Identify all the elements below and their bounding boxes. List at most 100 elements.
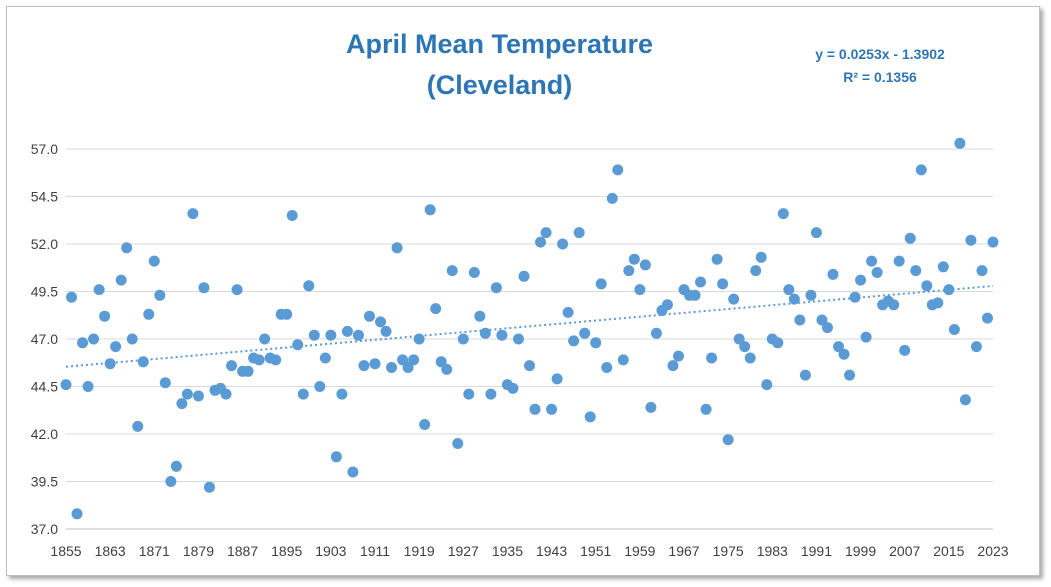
data-point: [380, 325, 392, 337]
x-tick-label: 1871: [139, 543, 170, 559]
data-point: [159, 377, 171, 389]
data-point: [88, 333, 100, 345]
data-point: [99, 310, 111, 322]
trendline-layer: [65, 284, 994, 368]
data-point: [827, 268, 839, 280]
x-tick-label: 1863: [95, 543, 126, 559]
data-point: [71, 508, 83, 520]
data-point: [181, 388, 193, 400]
data-point: [816, 314, 828, 326]
data-point: [430, 303, 442, 315]
data-point: [231, 284, 243, 296]
y-tick-label: 49.5: [31, 284, 58, 300]
data-point: [358, 360, 370, 372]
x-tick-label: 1855: [50, 543, 81, 559]
data-point: [479, 327, 491, 339]
data-point: [375, 316, 387, 328]
data-point: [192, 390, 204, 402]
data-point: [672, 350, 684, 362]
grid-lines: [66, 148, 993, 482]
data-point: [424, 204, 436, 216]
data-point: [799, 369, 811, 381]
data-point: [805, 289, 817, 301]
data-point: [987, 236, 999, 248]
data-point: [391, 242, 403, 254]
x-tick-label: 1967: [668, 543, 699, 559]
data-point: [855, 274, 867, 286]
data-point: [838, 348, 850, 360]
data-point: [540, 227, 552, 239]
data-point: [590, 337, 602, 349]
data-point: [783, 284, 795, 296]
data-point: [833, 341, 844, 353]
data-point: [755, 251, 767, 263]
data-point: [319, 352, 331, 364]
data-point: [772, 337, 784, 349]
data-point: [60, 379, 72, 391]
data-point: [187, 208, 199, 220]
data-point: [220, 388, 232, 400]
data-point: [954, 137, 966, 149]
data-point: [518, 270, 530, 282]
data-point: [292, 339, 304, 351]
data-point: [628, 253, 640, 265]
x-tick-label: 1935: [492, 543, 523, 559]
x-tick-label: 1919: [404, 543, 435, 559]
data-point: [352, 329, 364, 341]
data-point: [689, 289, 701, 301]
data-point: [203, 481, 215, 493]
data-point: [733, 333, 745, 345]
x-tick-label: 1911: [360, 543, 390, 559]
chart-title-line1: April Mean Temperature: [345, 29, 654, 59]
data-point: [242, 365, 254, 377]
trendline-r-squared: R² = 0.1356: [843, 69, 917, 85]
data-point: [976, 265, 988, 277]
chart-title-line2: (Cleveland): [426, 70, 573, 100]
data-point: [286, 210, 298, 221]
data-point: [512, 333, 524, 345]
data-point: [645, 401, 657, 413]
data-point: [93, 284, 105, 296]
data-point: [446, 265, 458, 277]
data-point: [435, 356, 447, 368]
data-point: [557, 238, 569, 250]
data-point: [126, 333, 138, 345]
data-point: [496, 329, 508, 341]
y-tick-label: 54.5: [31, 189, 58, 205]
data-point: [639, 259, 651, 271]
x-tick-label: 1903: [315, 543, 346, 559]
data-point: [546, 403, 558, 415]
x-tick-label: 2023: [977, 543, 1008, 559]
x-tick-label: 1991: [801, 543, 832, 559]
data-point: [959, 394, 971, 406]
data-point: [77, 337, 89, 349]
x-tick-label: 1959: [624, 543, 655, 559]
data-point: [468, 267, 480, 278]
data-point: [341, 325, 353, 337]
data-point: [777, 208, 789, 220]
data-point: [932, 297, 944, 309]
data-point: [314, 381, 326, 392]
data-point: [970, 341, 982, 353]
data-point: [761, 379, 773, 391]
data-point: [369, 358, 381, 370]
data-point: [198, 282, 210, 294]
y-tick-label: 44.5: [31, 379, 58, 395]
data-point: [402, 362, 414, 373]
data-point: [634, 284, 646, 296]
data-point: [871, 267, 883, 278]
data-point: [110, 341, 122, 353]
x-tick-label: 1927: [448, 543, 479, 559]
data-point: [650, 327, 662, 339]
data-point: [524, 360, 535, 372]
data-point: [165, 476, 177, 487]
data-point: [474, 310, 486, 322]
data-point: [937, 261, 949, 273]
data-point: [893, 255, 905, 267]
data-point: [226, 360, 238, 372]
data-point: [441, 363, 453, 375]
data-point: [661, 299, 673, 311]
trendline: [65, 284, 994, 368]
data-point: [617, 354, 629, 366]
axes: 37.0 39.5 42.0 44.5 47.0 49.5 52.0 54.5 57.0 1855…: [31, 141, 1009, 559]
